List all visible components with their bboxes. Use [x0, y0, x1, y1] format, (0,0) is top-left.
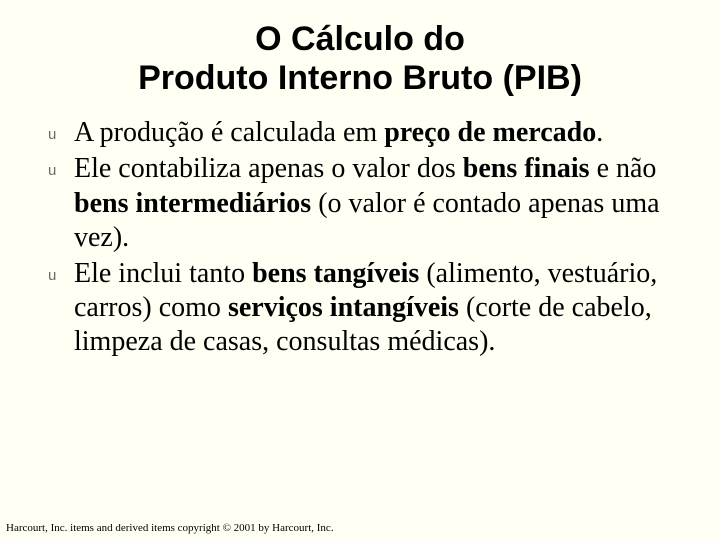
list-item: u Ele inclui tanto bens tangíveis (alime… — [48, 257, 684, 359]
title-line-1: O Cálculo do — [255, 20, 465, 58]
bullet-icon: u — [48, 257, 74, 284]
bullet-icon: u — [48, 116, 74, 143]
item-text: Ele inclui tanto bens tangíveis (aliment… — [74, 257, 684, 359]
slide-body: u A produção é calculada em preço de mer… — [0, 98, 720, 359]
title-line-2: Produto Interno Bruto (PIB) — [138, 59, 582, 97]
list-item: u A produção é calculada em preço de mer… — [48, 116, 684, 150]
bullet-icon: u — [48, 152, 74, 179]
item-text: A produção é calculada em preço de merca… — [74, 116, 603, 150]
copyright-footer: Harcourt, Inc. items and derived items c… — [6, 522, 334, 534]
slide-title: O Cálculo do Produto Interno Bruto (PIB) — [0, 0, 720, 98]
slide: O Cálculo do Produto Interno Bruto (PIB)… — [0, 0, 720, 540]
list-item: u Ele contabiliza apenas o valor dos ben… — [48, 152, 684, 254]
item-text: Ele contabiliza apenas o valor dos bens … — [74, 152, 684, 254]
